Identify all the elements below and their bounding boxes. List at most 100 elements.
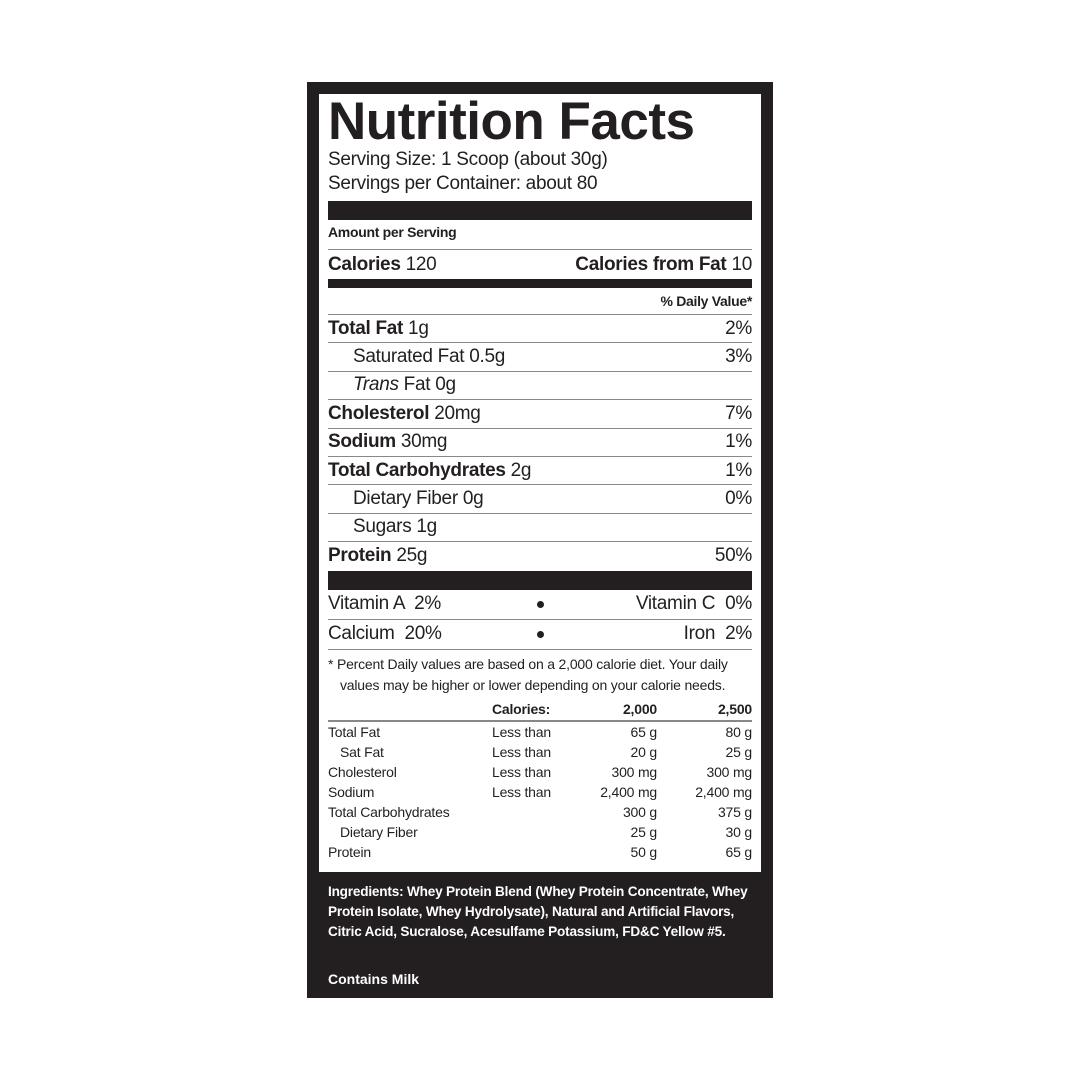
calories-value: 120 <box>405 253 437 275</box>
table-row: Dietary Fiber 25 g 30 g <box>328 822 752 842</box>
nutrient-row: Dietary Fiber 0g 0% <box>328 485 752 514</box>
ingredients-text: Whey Protein Blend (Whey Protein Concent… <box>328 884 748 939</box>
table-cell: Sodium <box>328 783 375 800</box>
table-cell: Total Fat <box>328 723 380 740</box>
bullet-dot <box>536 630 544 638</box>
footnote: * Percent Daily values are based on a 2,… <box>328 650 752 696</box>
nutrient-daily-value: 0% <box>725 488 752 510</box>
footnote-line: * Percent Daily values are based on a 2,… <box>328 655 728 672</box>
nutrient-name: Sugars <box>353 516 412 538</box>
nutrient-amount: 25g <box>396 545 428 567</box>
vitamin-list: Vitamin A 2% Vitamin C 0% Calcium 20% Iron … <box>328 590 752 650</box>
calories: Calories 120 <box>328 253 437 276</box>
daily-reference-table: Calories: 2,000 2,500 Total Fat Less than 65… <box>328 697 753 862</box>
table-cell: Less than <box>492 783 551 800</box>
servings-per-container: Servings per Container: about 80 <box>328 173 598 194</box>
nutrient-row: Saturated Fat 0.5g 3% <box>328 343 752 372</box>
label-title: Nutrition Facts <box>328 92 695 151</box>
nutrient-amount: 20mg <box>434 402 481 424</box>
nutrient-amount: 30mg <box>400 431 448 453</box>
nutrient-row: Sodium 30mg 1% <box>328 429 752 457</box>
nutrient-daily-value: 2% <box>725 317 752 339</box>
nutrient-amount: 1g <box>408 317 429 339</box>
nutrient-row: Total Fat 1g 2% <box>328 315 752 344</box>
table-cell: 65 g <box>630 723 658 740</box>
table-cell: 375 g <box>717 803 752 820</box>
medium-divider <box>328 279 752 288</box>
nutrient-row: Total Carbohydrates 2g 1% <box>328 457 752 486</box>
amount-per-serving-text: Amount per Serving <box>328 224 457 240</box>
table-cell: Less than <box>492 723 551 740</box>
table-cell: Sat Fat <box>340 743 384 760</box>
table-header: Calories: <box>492 697 567 722</box>
nutrient-name: Trans <box>353 374 399 396</box>
vitamin-row: Vitamin A 2% Vitamin C 0% <box>328 590 752 620</box>
nutrient-row: Protein 25g 50% <box>328 542 752 570</box>
table-row: Sat Fat Less than 20 g 25 g <box>328 742 752 762</box>
table-cell: 65 g <box>725 843 753 860</box>
serving-size: Serving Size: 1 Scoop (about 30g) <box>328 149 608 170</box>
table-row: Total Fat Less than 65 g 80 g <box>328 721 752 742</box>
table-cell: 2,400 mg <box>600 783 657 800</box>
nutrient-row: Sugars 1g <box>328 514 752 543</box>
vitamin-left: Calcium 20% <box>328 623 442 645</box>
nutrient-name-amount: Sugars 1g <box>353 516 437 538</box>
allergen-statement: Contains Milk <box>328 971 420 987</box>
vitamin-right: Vitamin C 0% <box>635 593 752 615</box>
nutrient-list: Total Fat 1g 2% Saturated Fat 0.5g 3% Trans … <box>328 315 752 571</box>
table-cell: 20 g <box>630 743 658 760</box>
table-cell: 25 g <box>725 743 753 760</box>
vitamin-right: Iron 2% <box>683 623 753 645</box>
nutrient-name: Protein <box>328 545 392 567</box>
table-cell: 300 g <box>622 803 657 820</box>
nutrient-row: Trans Fat 0g <box>328 372 752 401</box>
nutrient-name: Sodium <box>328 431 396 453</box>
table-cell: Dietary Fiber <box>340 823 418 840</box>
vitamin-row: Calcium 20% Iron 2% <box>328 620 752 650</box>
nutrient-name: Cholesterol <box>328 402 430 424</box>
table-cell: 2,400 mg <box>695 783 752 800</box>
nutrition-facts-panel: Nutrition Facts Serving Size: 1 Scoop (a… <box>319 94 761 872</box>
table-header: 2,000 <box>567 697 657 722</box>
table-row: Cholesterol Less than 300 mg 300 mg <box>328 762 752 782</box>
nutrient-amount: 1g <box>416 516 437 538</box>
nutrient-name-amount: Trans Fat 0g <box>353 374 456 396</box>
nutrient-daily-value: 1% <box>725 431 752 453</box>
table-cell <box>492 802 567 822</box>
footnote-line: values may be higher or lower depending … <box>340 676 726 693</box>
table-cell <box>492 822 567 842</box>
nutrient-name-amount: Total Fat 1g <box>328 318 429 340</box>
thick-divider <box>328 201 752 220</box>
nutrient-name: Dietary Fiber <box>353 488 458 510</box>
table-cell: Protein <box>328 843 371 860</box>
table-cell: 80 g <box>725 723 753 740</box>
table-row: Total Carbohydrates 300 g 375 g <box>328 802 752 822</box>
amount-per-serving: Amount per Serving <box>328 220 752 250</box>
daily-value-header-text: % Daily Value* <box>660 293 752 309</box>
calories-row: Calories 120 Calories from Fat 10 <box>328 250 752 279</box>
nutrient-name: Saturated Fat <box>353 346 465 368</box>
nutrient-name-amount: Dietary Fiber 0g <box>353 488 484 510</box>
table-cell: Less than <box>492 743 551 760</box>
calories-from-fat: Calories from Fat 10 <box>575 254 752 276</box>
thick-divider <box>328 570 752 590</box>
nutrient-row: Cholesterol 20mg 7% <box>328 400 752 429</box>
nutrient-name: Total Fat <box>328 317 404 339</box>
table-header: 2,500 <box>657 697 752 722</box>
vitamin-left: Vitamin A 2% <box>328 593 441 615</box>
nutrient-amount: 0g <box>462 488 484 510</box>
table-row: Sodium Less than 2,400 mg 2,400 mg <box>328 782 752 802</box>
nutrient-name: Total Carbohydrates <box>328 459 506 481</box>
table-cell: Cholesterol <box>328 763 397 780</box>
nutrient-name-amount: Cholesterol 20mg <box>328 403 481 425</box>
table-cell <box>492 842 567 862</box>
nutrient-amount: 0g <box>435 374 456 396</box>
ingredients-label: Ingredients: <box>328 884 404 899</box>
calories-fat-label: Calories from Fat <box>575 253 727 275</box>
calories-label: Calories <box>328 253 401 275</box>
table-cell: 50 g <box>630 843 658 860</box>
bullet-dot <box>536 600 544 608</box>
table-cell: Less than <box>492 763 551 780</box>
daily-value-header: % Daily Value* <box>328 288 752 315</box>
nutrient-daily-value: 1% <box>725 459 752 481</box>
